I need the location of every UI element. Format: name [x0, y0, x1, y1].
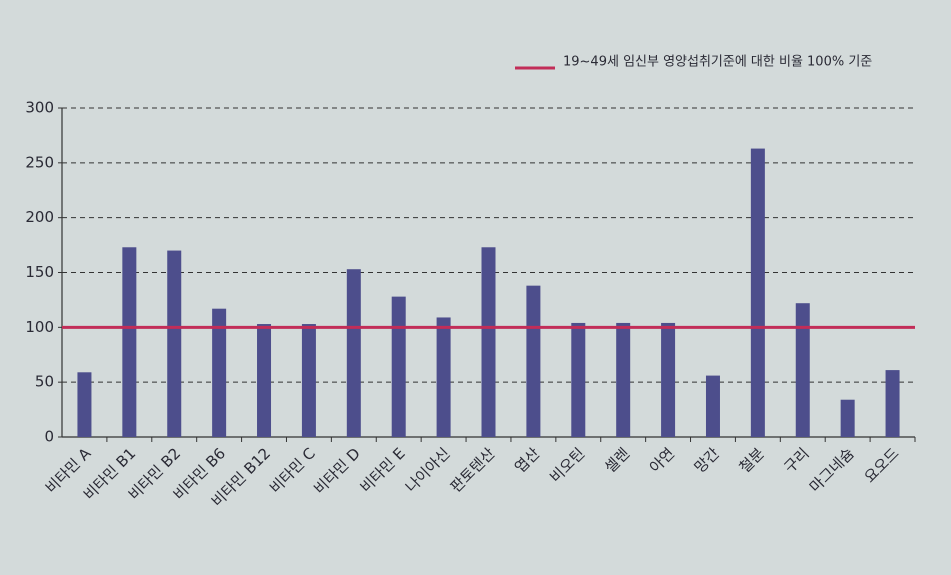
bar [212, 308, 227, 437]
bar [840, 399, 855, 437]
bar [301, 324, 316, 437]
bar [750, 148, 765, 437]
legend-text: 19~49세 임신부 영양섭취기준에 대한 비율 100% 기준 [563, 55, 872, 70]
bar [346, 269, 361, 437]
bar [122, 247, 137, 437]
y-tick-label: 300 [25, 99, 54, 117]
y-tick-label: 50 [35, 373, 54, 391]
bar [616, 322, 631, 437]
bar [661, 322, 676, 437]
bar [77, 372, 92, 437]
y-tick-label: 0 [44, 428, 54, 446]
bar [391, 296, 406, 437]
y-tick-label: 150 [25, 263, 54, 281]
bar [526, 285, 541, 437]
bar [885, 370, 900, 437]
bar [795, 303, 810, 437]
bar [436, 317, 451, 437]
bar [571, 322, 586, 437]
bar [257, 324, 272, 437]
y-tick-label: 200 [25, 208, 54, 226]
bar [705, 375, 720, 437]
y-tick-label: 100 [25, 318, 54, 336]
bar [481, 247, 496, 437]
y-tick-label: 250 [25, 153, 54, 171]
bar [167, 250, 182, 437]
